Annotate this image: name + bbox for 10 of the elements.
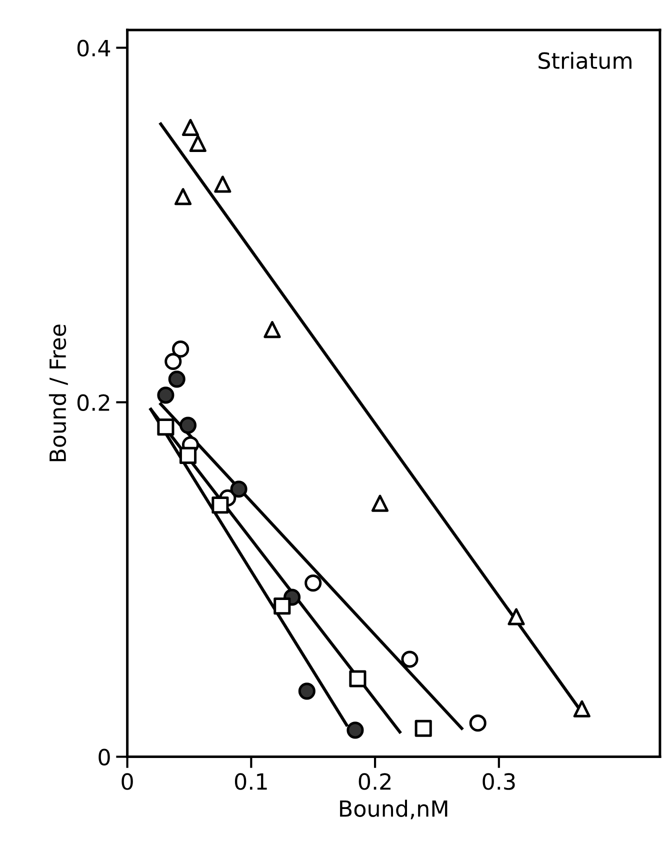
y-axis-title: Bound / Free <box>48 324 68 462</box>
x-tick-label: 0.3 <box>482 773 515 790</box>
y-tick-label: 0.4 <box>77 40 110 57</box>
annotation: Striatum <box>538 52 632 70</box>
y-tick-label: 0.2 <box>77 394 110 412</box>
x-axis-title: Bound,nM <box>340 800 448 820</box>
y-tick-label: 0 <box>98 748 110 766</box>
x-tick-label: 0 <box>122 773 133 790</box>
x-tick-label: 0.2 <box>358 773 390 790</box>
x-tick-label: 0.1 <box>234 773 267 790</box>
